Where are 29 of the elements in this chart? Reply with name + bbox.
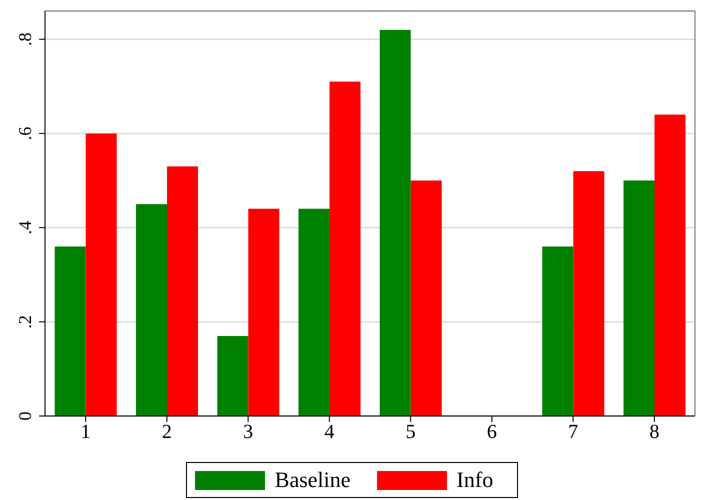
y-tick-label: .4	[15, 220, 35, 234]
bar	[380, 30, 411, 416]
y-tick-label: .2	[15, 315, 35, 329]
y-tick-label: .6	[15, 126, 35, 140]
bar	[248, 208, 280, 416]
x-tick-label: 6	[486, 421, 497, 444]
x-tick-label: 7	[568, 421, 578, 444]
bar	[542, 246, 574, 416]
x-tick-label: 4	[324, 421, 334, 444]
legend-label: Info	[456, 467, 494, 493]
x-tick-label: 1	[80, 421, 91, 444]
bar	[217, 336, 248, 416]
x-tick-label: 8	[649, 421, 660, 444]
legend-label: Baseline	[274, 467, 351, 493]
x-tick-label: 2	[162, 421, 172, 444]
y-tick-label: 0	[15, 412, 35, 420]
bar	[573, 171, 604, 416]
bar	[86, 133, 117, 416]
bar	[330, 82, 360, 416]
x-tick-label: 3	[243, 421, 254, 444]
bar	[54, 246, 86, 416]
bar	[136, 204, 167, 416]
bar	[654, 114, 686, 416]
bar	[167, 166, 198, 416]
x-tick-label: 5	[406, 421, 416, 444]
y-tick-label: .8	[15, 32, 35, 46]
bar	[410, 180, 442, 416]
bar	[624, 180, 654, 416]
bar	[298, 208, 330, 416]
